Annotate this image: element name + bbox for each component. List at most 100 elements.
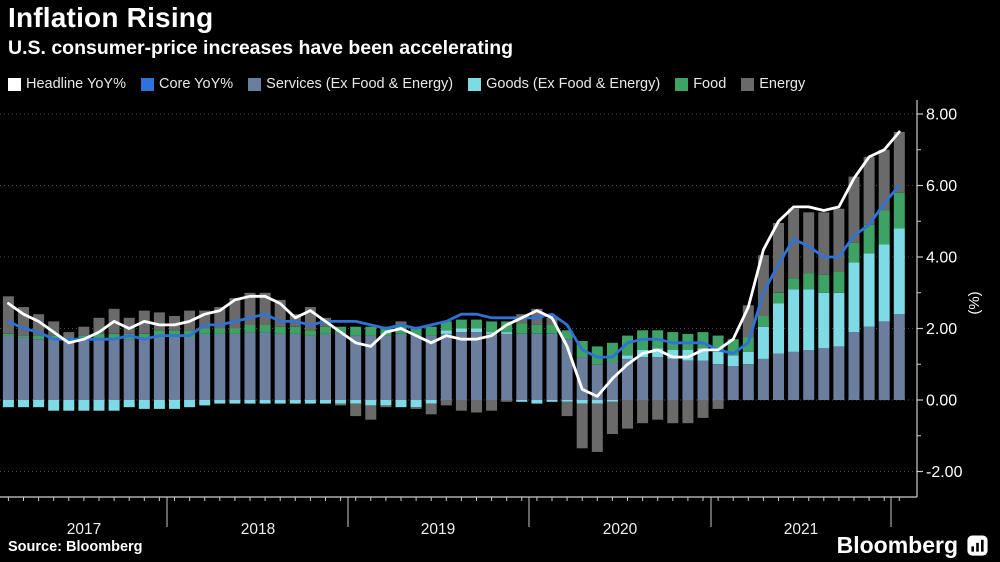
bar-segment-energy — [304, 307, 316, 331]
legend-label-food: Food — [693, 76, 727, 92]
bar-segment-energy — [697, 400, 709, 418]
bar-segment-services — [591, 364, 603, 401]
bar-segment-food — [516, 323, 528, 334]
bar-segment-services — [78, 339, 90, 400]
bar-segment-services — [727, 366, 739, 400]
legend-item-headline: Headline YoY% — [8, 76, 126, 92]
bar-segment-goods — [576, 400, 588, 404]
bar-segment-goods — [833, 292, 845, 347]
bar-segment-services — [455, 332, 467, 400]
y-tick-label: 0.00 — [926, 393, 957, 410]
bar-segment-goods — [244, 400, 256, 404]
bar-segment-services — [350, 335, 362, 400]
bar-segment-services — [773, 353, 784, 400]
bar-segment-goods — [893, 228, 905, 315]
bar-segment-goods — [199, 400, 211, 406]
bar-segment-energy — [335, 403, 347, 406]
bar-segment-goods — [712, 351, 724, 365]
bar-segment-services — [833, 346, 845, 400]
bar-segment-food — [742, 337, 754, 352]
bar-segment-goods — [274, 400, 286, 404]
y-tick-label: -2.00 — [926, 464, 963, 481]
bar-segment-food — [304, 330, 316, 336]
bar-segment-energy — [425, 403, 437, 415]
bar-segment-services — [320, 333, 331, 400]
bar-segment-energy — [365, 405, 377, 420]
headline-line — [6, 130, 901, 398]
bar-segment-energy — [33, 314, 45, 336]
bar-segment-food — [818, 274, 830, 293]
bar-segment-food — [591, 346, 603, 365]
bar-segment-energy — [471, 400, 482, 413]
bar-segment-goods — [878, 244, 890, 322]
bar-segment-services — [622, 358, 633, 400]
bar-segment-services — [712, 364, 724, 401]
bar-segment-goods — [123, 400, 135, 408]
bar-segment-food — [697, 332, 709, 349]
bar-segment-energy — [863, 156, 875, 225]
bar-segment-energy — [78, 326, 90, 336]
bar-segment-services — [682, 360, 694, 400]
bar-segment-food — [803, 273, 815, 290]
bar-segment-goods — [78, 400, 90, 411]
bar-segment-goods — [395, 400, 407, 408]
bar-segment-services — [63, 341, 75, 400]
bar-segment-food — [78, 335, 90, 340]
bar-segment-food — [108, 333, 120, 340]
bar-segment-energy — [501, 400, 513, 402]
bar-segment-goods — [546, 400, 558, 402]
bar-segment-goods — [742, 351, 754, 365]
year-label: 2020 — [603, 521, 638, 538]
bar-segment-food — [667, 332, 679, 350]
bar-segment-goods — [259, 400, 271, 404]
bar-segment-goods — [757, 326, 769, 359]
legend-label-goods: Goods (Ex Food & Energy) — [486, 76, 661, 92]
bar-segment-goods — [803, 289, 815, 350]
percent-axis-label: (%) — [966, 291, 983, 314]
bar-segment-energy — [637, 400, 649, 424]
bar-segment-energy — [440, 400, 452, 406]
bar-segment-services — [425, 335, 437, 400]
bar-segment-food — [320, 326, 331, 334]
bar-segment-services — [244, 332, 256, 400]
bar-segment-goods — [48, 400, 60, 411]
bar-segment-goods — [93, 400, 105, 411]
bloomberg-logo: Bloomberg — [837, 532, 988, 559]
bar-segment-food — [455, 319, 467, 329]
bar-segment-goods — [667, 349, 679, 359]
y-tick-label: 8.00 — [926, 107, 957, 124]
bar-segment-services — [123, 339, 135, 400]
bar-segment-services — [304, 335, 316, 400]
bar-segment-services — [546, 333, 558, 400]
bar-segment-services — [2, 335, 14, 400]
bar-segment-energy — [561, 401, 573, 417]
bar-segment-services — [259, 332, 271, 400]
bar-segment-services — [410, 335, 422, 400]
bar-segment-food — [93, 333, 105, 340]
bar-segment-food — [501, 321, 513, 333]
bar-segment-services — [18, 337, 29, 400]
bar-segment-energy — [410, 407, 422, 409]
bar-segment-services — [48, 339, 60, 400]
bar-segment-goods — [727, 355, 739, 366]
bar-segment-food — [18, 335, 29, 338]
bar-segment-goods — [516, 400, 528, 402]
bar-segment-goods — [63, 400, 75, 411]
bar-segment-food — [833, 271, 845, 293]
bar-segment-energy — [546, 317, 558, 325]
bar-segment-services — [848, 332, 860, 400]
bar-segment-services — [486, 333, 498, 400]
bar-segment-energy — [93, 317, 105, 334]
bar-segment-goods — [863, 253, 875, 327]
bar-segment-goods — [138, 400, 150, 409]
bar-segment-food — [48, 335, 60, 340]
goods-swatch-icon — [468, 77, 482, 91]
legend-label-energy: Energy — [759, 76, 806, 92]
bar-segment-energy — [274, 299, 286, 327]
bar-segment-services — [380, 335, 392, 400]
bar-segment-energy — [848, 176, 860, 243]
bar-segment-energy — [2, 296, 14, 334]
bar-segment-food — [712, 335, 724, 352]
bar-segment-services — [169, 337, 180, 400]
